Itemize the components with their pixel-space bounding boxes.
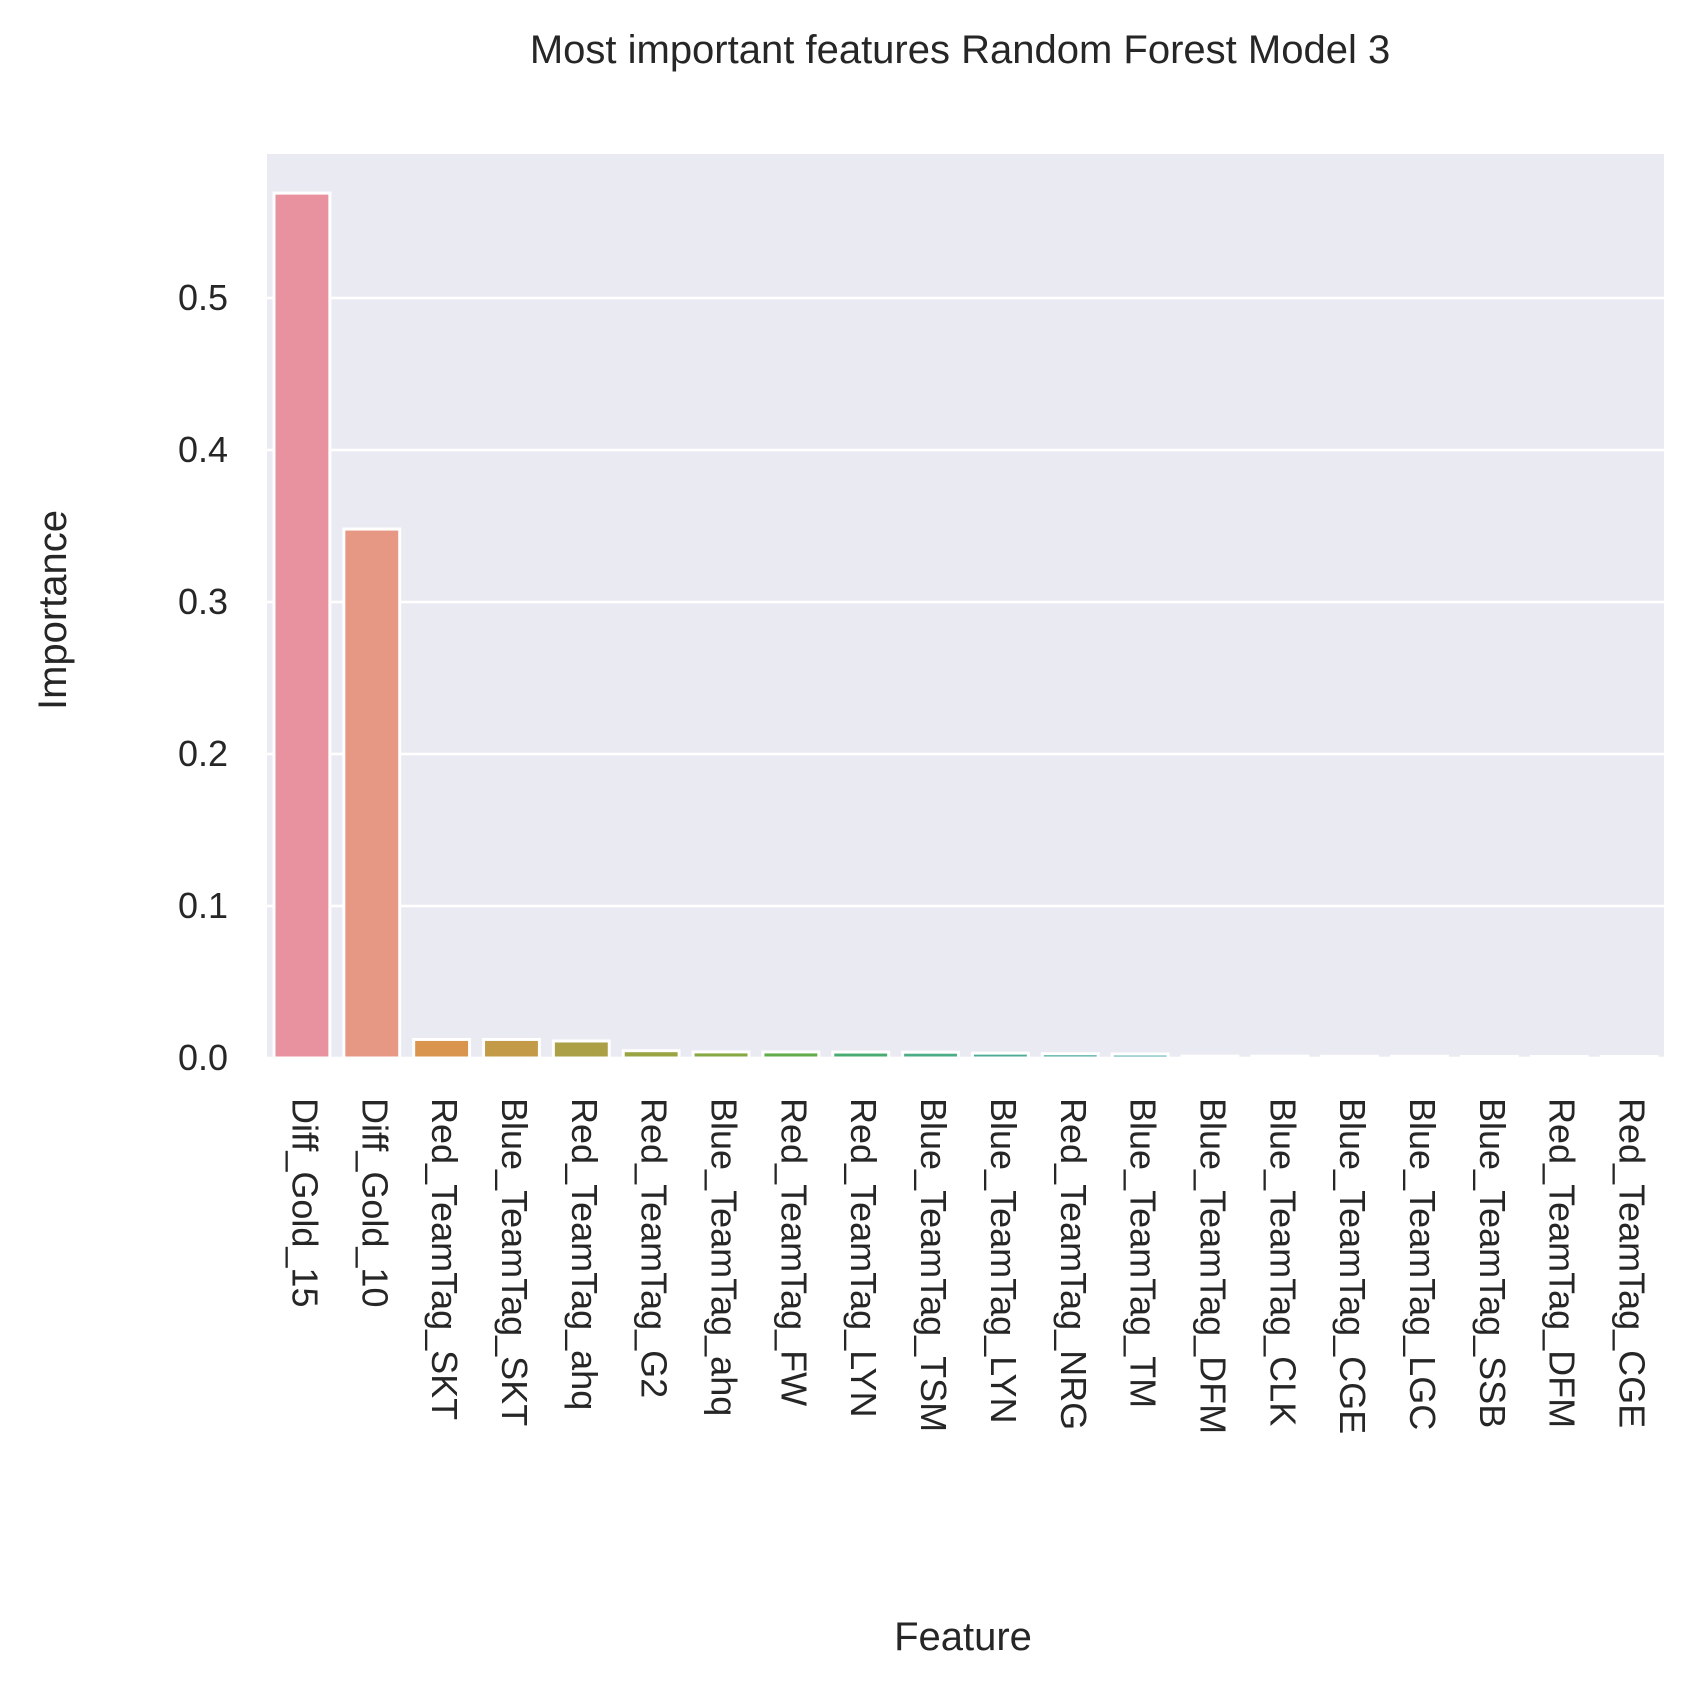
bar: [1180, 1054, 1240, 1060]
x-tick-label: Blue_TeamTag_DFM: [1192, 1098, 1233, 1434]
plot-area: [267, 154, 1664, 1058]
bar: [901, 1050, 961, 1060]
x-tick-label: Blue_TeamTag_LYN: [983, 1098, 1024, 1424]
x-tick-label: Red_TeamTag_CGE: [1612, 1098, 1653, 1428]
bar: [1320, 1054, 1380, 1060]
y-tick-label: 0.1: [178, 885, 228, 926]
y-tick-label: 0.2: [178, 733, 228, 774]
bar: [1040, 1052, 1100, 1060]
x-tick-label: Blue_TeamTag_LGC: [1402, 1098, 1443, 1430]
bar: [551, 1039, 611, 1060]
x-tick-label: Red_TeamTag_LYN: [843, 1098, 884, 1418]
bar: [1599, 1055, 1659, 1060]
y-axis-ticks: 0.0 0.1 0.2 0.3 0.4 0.5: [178, 277, 228, 1078]
x-tick-label: Red_TeamTag_DFM: [1542, 1098, 1583, 1428]
x-axis-label: Feature: [894, 1615, 1032, 1659]
x-tick-label: Blue_TeamTag_SKT: [494, 1098, 535, 1426]
bar: [1459, 1054, 1519, 1060]
x-tick-label: Diff_Gold_10: [354, 1098, 395, 1307]
bar: [342, 527, 402, 1060]
x-tick-label: Red_TeamTag_G2: [634, 1098, 675, 1398]
bar: [621, 1049, 681, 1060]
y-tick-label: 0.0: [178, 1037, 228, 1078]
bar: [412, 1037, 472, 1060]
bar: [482, 1037, 541, 1060]
x-tick-label: Blue_TeamTag_ahq: [704, 1098, 745, 1416]
x-tick-label: Red_TeamTag_NRG: [1053, 1098, 1094, 1430]
bar: [272, 191, 332, 1060]
bar: [761, 1050, 821, 1060]
x-tick-label: Blue_TeamTag_SSB: [1472, 1098, 1513, 1428]
y-axis-label: Importance: [31, 510, 75, 710]
x-tick-label: Red_TeamTag_SKT: [424, 1098, 465, 1420]
x-tick-label: Blue_TeamTag_TSM: [913, 1098, 954, 1432]
bar: [1390, 1054, 1449, 1060]
bar: [1110, 1052, 1170, 1060]
x-tick-label: Red_TeamTag_FW: [773, 1098, 814, 1406]
x-tick-label: Blue_TeamTag_TM: [1123, 1098, 1164, 1408]
chart-title: Most important features Random Forest Mo…: [530, 28, 1390, 72]
bar: [831, 1050, 891, 1060]
bar: [1529, 1055, 1589, 1060]
x-tick-label: Diff_Gold_15: [284, 1098, 325, 1307]
y-tick-label: 0.3: [178, 581, 228, 622]
bars: [272, 191, 1659, 1060]
x-tick-label: Blue_TeamTag_CGE: [1332, 1098, 1373, 1434]
bar: [1250, 1054, 1310, 1060]
bar: [691, 1050, 751, 1060]
x-tick-label: Red_TeamTag_ahq: [564, 1098, 605, 1410]
y-tick-label: 0.5: [178, 277, 228, 318]
y-tick-label: 0.4: [178, 429, 228, 470]
bar: [970, 1051, 1030, 1060]
x-axis-ticks: Diff_Gold_15 Diff_Gold_10 Red_TeamTag_SKT B…: [284, 1098, 1652, 1434]
x-tick-label: Blue_TeamTag_CLK: [1262, 1098, 1303, 1426]
